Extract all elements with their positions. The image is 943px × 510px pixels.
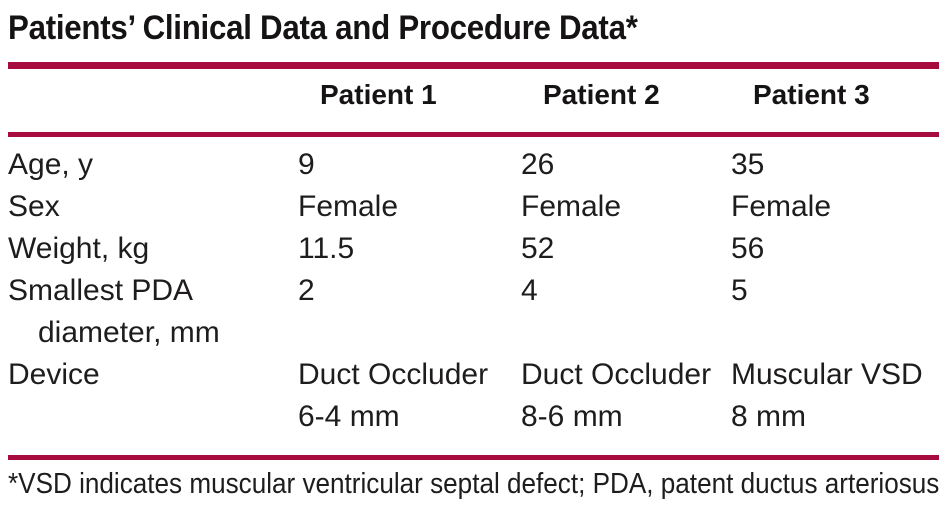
cell-age-patient-2: 26	[521, 144, 731, 186]
column-header-patient-1: Patient 1	[320, 79, 437, 110]
table-row-weight: Weight, kg 11.5 52 56	[8, 228, 943, 270]
cell-value: 52	[521, 232, 555, 265]
row-label-sex: Sex	[8, 186, 298, 228]
cell-value: 56	[731, 232, 765, 265]
cell-value-line-2: 6-4 mm	[298, 400, 400, 433]
table-footnote-text: *VSD indicates muscular ventricular sept…	[8, 468, 940, 500]
row-label-device: Device	[8, 354, 298, 438]
cell-weight-patient-1: 11.5	[298, 228, 521, 270]
table-body: Age, y 9 26 35 Sex Female Female Fe	[8, 144, 943, 438]
cell-device-patient-3: Muscular VSD 8 mm	[731, 354, 943, 438]
table-row-age: Age, y 9 26 35	[8, 144, 943, 186]
table-row-device: Device Duct Occluder 6-4 mm Duct Occlude…	[8, 354, 943, 438]
row-label-text-line-2: diameter, mm	[38, 316, 220, 349]
column-header-patient-2: Patient 2	[543, 79, 660, 110]
cell-device-patient-1: Duct Occluder 6-4 mm	[298, 354, 521, 438]
cell-sex-patient-2: Female	[521, 186, 731, 228]
cell-pda-diameter-patient-1: 2	[298, 270, 521, 354]
cell-sex-patient-3: Female	[731, 186, 943, 228]
cell-value: 9	[298, 148, 315, 181]
table-rule-bottom	[8, 455, 939, 460]
column-header-patient-3: Patient 3	[753, 79, 870, 110]
row-label-text: Device	[8, 358, 100, 391]
cell-value: Female	[521, 190, 622, 223]
row-label-text: Sex	[8, 190, 60, 223]
cell-value: 4	[521, 274, 538, 307]
cell-value-line-2: 8-6 mm	[521, 400, 623, 433]
row-label-smallest-pda-diameter: Smallest PDA diameter, mm	[8, 270, 298, 354]
header-spacer-cell	[8, 78, 298, 112]
cell-value: 35	[731, 148, 765, 181]
cell-value: 2	[298, 274, 315, 307]
cell-age-patient-3: 35	[731, 144, 943, 186]
cell-value-line-1: Duct Occluder	[521, 358, 712, 391]
row-label-text-line-1: Smallest PDA	[8, 274, 194, 307]
table-row-smallest-pda-diameter: Smallest PDA diameter, mm 2 4 5	[8, 270, 943, 354]
cell-value: 11.5	[298, 232, 355, 265]
table-row-sex: Sex Female Female Female	[8, 186, 943, 228]
table-footnote: *VSD indicates muscular ventricular sept…	[8, 467, 943, 501]
cell-value: 26	[521, 148, 555, 181]
table-header-row: Patient 1 Patient 2 Patient 3	[8, 78, 943, 112]
cell-value: Female	[731, 190, 832, 223]
table-title-text: Patients’ Clinical Data and Procedure Da…	[8, 9, 638, 47]
cell-sex-patient-1: Female	[298, 186, 521, 228]
cell-age-patient-1: 9	[298, 144, 521, 186]
cell-weight-patient-3: 56	[731, 228, 943, 270]
cell-value-line-1: Duct Occluder	[298, 358, 489, 391]
cell-value: 5	[731, 274, 748, 307]
cell-value: Female	[298, 190, 399, 223]
row-label-text: Age, y	[8, 148, 94, 181]
cell-value-line-1: Muscular VSD	[731, 358, 923, 391]
row-label-age: Age, y	[8, 144, 298, 186]
cell-value-line-2: 8 mm	[731, 400, 806, 433]
cell-weight-patient-2: 52	[521, 228, 731, 270]
row-label-weight: Weight, kg	[8, 228, 298, 270]
cell-pda-diameter-patient-2: 4	[521, 270, 731, 354]
cell-device-patient-2: Duct Occluder 8-6 mm	[521, 354, 731, 438]
table-rule-header	[8, 132, 939, 137]
cell-pda-diameter-patient-3: 5	[731, 270, 943, 354]
row-label-text: Weight, kg	[8, 232, 150, 265]
table-rule-top	[8, 62, 939, 69]
table-title: Patients’ Clinical Data and Procedure Da…	[8, 6, 692, 50]
